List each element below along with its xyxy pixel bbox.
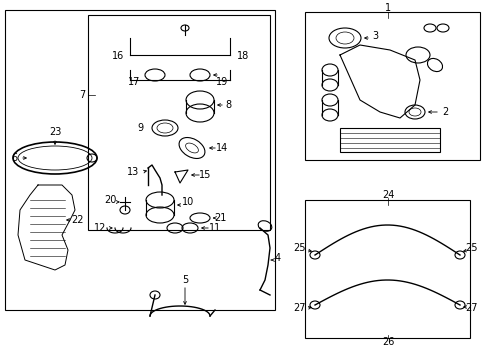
Bar <box>5 10 274 310</box>
Text: 26: 26 <box>381 337 393 347</box>
Text: 17: 17 <box>127 77 140 87</box>
Text: 21: 21 <box>213 213 226 223</box>
Text: 8: 8 <box>224 100 231 110</box>
Text: 16: 16 <box>112 51 124 61</box>
Text: 25: 25 <box>465 243 477 253</box>
Text: 10: 10 <box>182 197 194 207</box>
Text: 6: 6 <box>11 153 17 163</box>
Text: 27: 27 <box>293 303 305 313</box>
Text: 15: 15 <box>199 170 211 180</box>
Text: 25: 25 <box>293 243 305 253</box>
Text: 1: 1 <box>384 3 390 13</box>
Text: 24: 24 <box>381 190 393 200</box>
Bar <box>305 200 469 338</box>
Text: 27: 27 <box>465 303 477 313</box>
Text: 4: 4 <box>274 253 281 263</box>
Text: 9: 9 <box>137 123 143 133</box>
Text: 22: 22 <box>72 215 84 225</box>
Bar <box>339 128 439 152</box>
Text: 23: 23 <box>49 127 61 137</box>
Text: 19: 19 <box>215 77 228 87</box>
Text: 7: 7 <box>79 90 85 100</box>
Text: 14: 14 <box>215 143 228 153</box>
Bar <box>88 15 269 230</box>
Text: 12: 12 <box>94 223 106 233</box>
Text: 18: 18 <box>236 51 248 61</box>
Text: 13: 13 <box>126 167 139 177</box>
Text: 20: 20 <box>103 195 116 205</box>
Text: 2: 2 <box>441 107 447 117</box>
Bar <box>305 12 479 160</box>
Text: 11: 11 <box>208 223 221 233</box>
Text: 3: 3 <box>371 31 377 41</box>
Text: 5: 5 <box>182 275 188 285</box>
